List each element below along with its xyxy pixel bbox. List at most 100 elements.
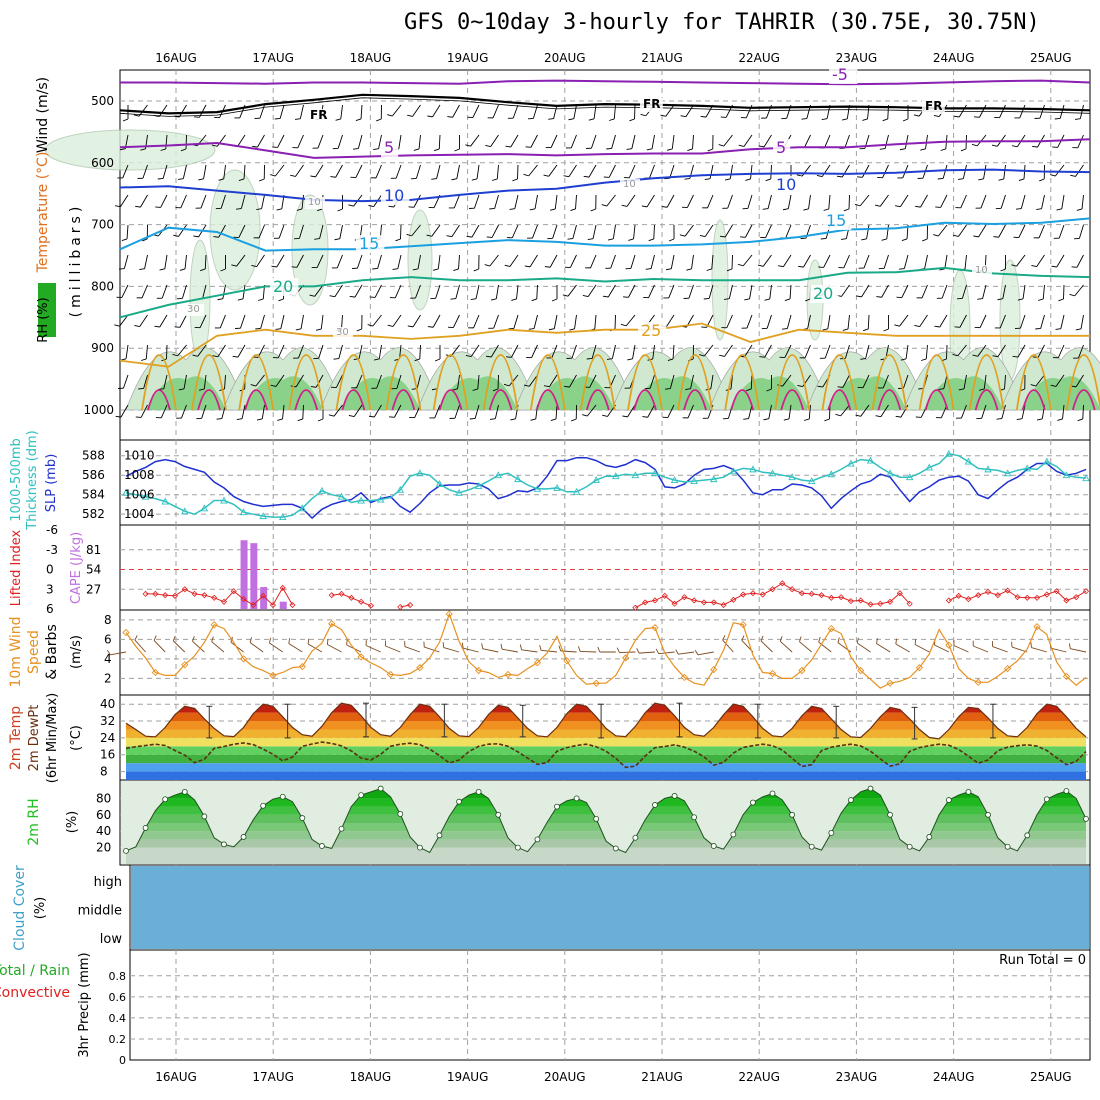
wind-barb [547,224,558,240]
wind-barb-flag [1011,641,1013,648]
wind-barb [879,134,889,150]
thickness-marker [259,512,267,520]
wind-barb [256,194,265,211]
wind-barb [706,254,714,271]
wind-barb [585,254,597,269]
wind-barb-staff [704,224,714,237]
wind-barb-staff [884,134,889,149]
wind-barb-staff [750,374,753,390]
wind-barb-staff [373,404,382,418]
wind-barb-flag [216,418,222,420]
wind-barb-flag [738,144,745,147]
wind-barb-10m [856,637,871,653]
wind-barb [564,374,577,388]
wind-barb-flag [370,177,377,179]
wind-barb-flag [466,235,473,238]
wind-barb-flag [1074,118,1081,120]
wind-barb-staff [1020,314,1026,329]
wind-barb [1031,254,1045,268]
wind-barb-flag [307,638,310,645]
wind-barb-staff [630,254,636,269]
wind-barb-staff [142,164,148,179]
rh-high-shade [826,376,907,410]
wind-barb-flag [432,268,439,271]
wind-barb-flag [663,297,669,299]
wind-barb-staff [1003,164,1006,179]
thickness-marker [905,473,914,481]
wind-barb [881,224,889,241]
rh-marker [338,825,345,832]
wind-barb [352,134,363,150]
wind-barb-flag [1031,265,1037,268]
wind-barb-staff [502,648,518,653]
wind-barb-staff [275,164,285,177]
thickness-marker [1082,474,1090,482]
thickness-marker [768,469,777,477]
wind-barb-flag [376,118,382,122]
temp-band [126,771,1086,780]
wind-barb-staff [334,284,343,297]
rh-marker [1063,788,1070,794]
wind-barb-flag [622,415,628,418]
ylabel-temperature: Temperature (°C) [35,152,51,274]
wind-barb-staff [610,254,616,269]
wind-barb-staff [357,134,363,149]
wind-barb-flag [586,358,593,360]
wind-barb [508,314,519,330]
wind-barb-staff [724,224,733,238]
wind-barb [180,134,187,152]
wind-barb [816,164,831,178]
wind-barb [682,404,694,419]
wind-speed-marker [122,628,130,637]
wind-barb [139,254,148,271]
wind-barb [1057,404,1065,421]
lifted-index-marker [906,600,913,607]
wind-barb-staff [159,314,168,328]
wind-speed-marker [798,666,806,675]
wind-barb [488,314,499,329]
wind-barb-flag [367,324,374,327]
wind-barb-flag [586,147,592,149]
wind-barb [800,224,811,239]
wind-barb-staff [396,374,402,389]
wind-barb-flag [582,295,589,298]
wind-barb [971,134,987,147]
wind-barb-flag [290,174,296,177]
rh-marker [612,845,619,852]
wind-barb [855,404,870,417]
thickness-marker [847,459,855,467]
data-marks [44,79,1100,949]
lifted-index-marker [1004,587,1011,594]
wind-barb-flag [763,418,769,421]
lifted-index-marker [142,590,149,597]
wind-barb [329,284,343,298]
wind-barb-staff [632,344,636,359]
wind-barb-staff [1041,194,1045,209]
wind-barb [664,374,675,390]
wind-barb [766,375,772,392]
thickness-marker [788,473,796,481]
wind-barb-flag [835,413,841,417]
wind-barb [525,134,538,148]
wind-barb-flag [218,178,224,181]
wind-barb-flag [801,118,807,120]
wind-barb [874,194,889,207]
wind-barb-staff [982,284,987,299]
wind-barb-flag [198,388,205,391]
wind-barb-staff [551,344,558,359]
ylabel-wind10m: 10m Wind [8,616,24,687]
top-day-label: 25AUG [1030,51,1072,65]
wind-barb-flag [404,641,406,647]
wind-barb-flag [1016,418,1023,421]
wind-barb-staff [315,164,324,178]
wind-barb-staff [512,104,519,119]
ylabel-precip: 3hr Precip (mm) [77,952,92,1057]
wind-barb-flag [723,417,729,420]
wind-barb-staff [192,640,205,653]
wind-speed-marker [445,610,453,618]
wind-barb-flag [550,418,557,422]
wind-barb-staff [958,224,967,237]
wind-barb-staff [570,134,577,149]
wind-barb-staff [354,284,363,298]
wind-tick-label: 6 [104,632,112,646]
